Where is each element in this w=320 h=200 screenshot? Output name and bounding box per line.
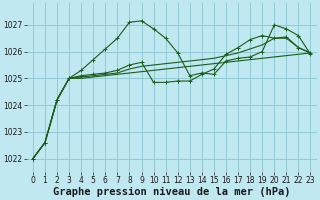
X-axis label: Graphe pression niveau de la mer (hPa): Graphe pression niveau de la mer (hPa) — [53, 186, 291, 197]
